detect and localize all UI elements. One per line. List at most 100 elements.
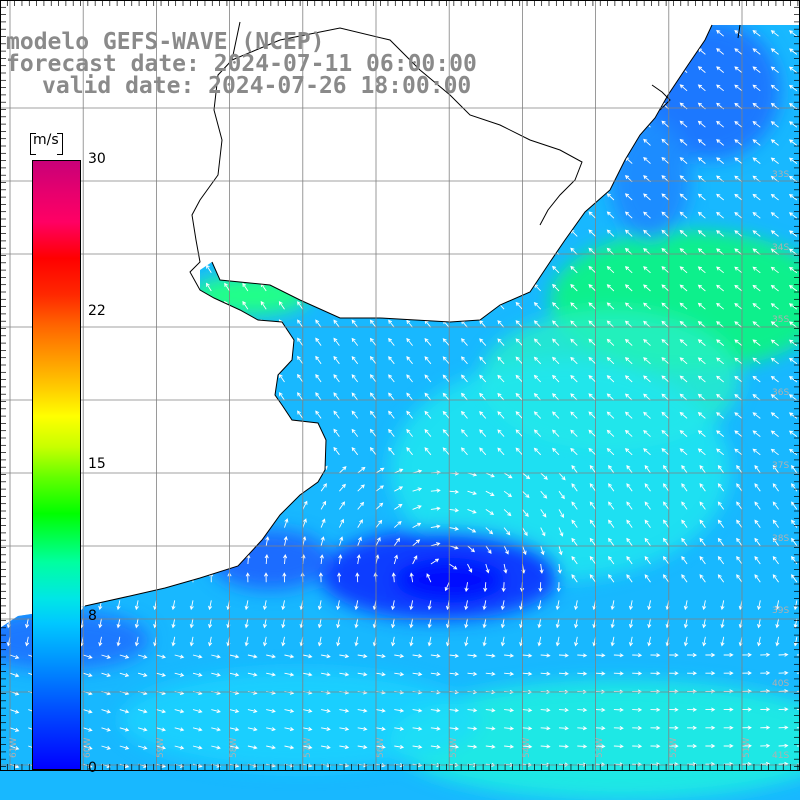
wind-arrow bbox=[333, 301, 340, 310]
wind-arrow bbox=[115, 154, 121, 164]
wind-arrow bbox=[278, 246, 285, 255]
wind-arrow bbox=[752, 48, 761, 55]
longitude-labels: 61W 60W 59W 58W 57W 56W 55W 54W 53W 52W … bbox=[9, 738, 752, 758]
wind-arrow bbox=[357, 654, 368, 659]
wind-arrow bbox=[588, 393, 596, 401]
wind-arrow bbox=[406, 374, 413, 383]
wind-arrow bbox=[775, 618, 780, 629]
wind-arrow bbox=[515, 138, 523, 146]
wind-arrow bbox=[697, 430, 706, 437]
wind-arrow bbox=[278, 301, 285, 310]
wind-arrow bbox=[247, 482, 253, 492]
wind-arrow bbox=[278, 210, 285, 219]
wind-arrow bbox=[116, 10, 120, 18]
wind-arrow bbox=[242, 446, 249, 456]
wind-arrow bbox=[522, 527, 528, 537]
wind-arrow bbox=[788, 84, 798, 92]
wind-arrow bbox=[78, 136, 84, 146]
wind-arrow bbox=[206, 209, 212, 219]
wind-arrow bbox=[661, 320, 670, 328]
wind-arrow bbox=[333, 446, 340, 456]
wind-arrow bbox=[752, 412, 761, 419]
wind-arrow bbox=[260, 391, 267, 401]
wind-arrow bbox=[533, 192, 542, 201]
wind-arrow bbox=[187, 373, 194, 383]
wind-arrow bbox=[588, 320, 596, 328]
wind-arrow bbox=[187, 446, 194, 456]
wind-arrow bbox=[624, 84, 633, 92]
wind-arrow bbox=[479, 429, 487, 437]
wind-arrow bbox=[661, 266, 670, 274]
wind-arrow bbox=[266, 654, 276, 659]
wind-arrow bbox=[137, 517, 142, 528]
wind-arrow bbox=[650, 725, 661, 730]
wind-arrow bbox=[467, 653, 478, 658]
wind-arrow bbox=[540, 545, 545, 556]
wind-arrow bbox=[570, 447, 578, 456]
wind-arrow bbox=[278, 337, 285, 346]
wind-arrow bbox=[697, 29, 706, 37]
wind-arrow bbox=[485, 708, 496, 713]
lat-label: 37S bbox=[772, 461, 789, 471]
wind-arrow bbox=[224, 319, 230, 328]
wind-arrow bbox=[796, 725, 800, 730]
wind-arrow bbox=[552, 229, 560, 237]
wind-arrow bbox=[297, 155, 304, 164]
wind-arrow bbox=[8, 517, 13, 528]
wind-arrow bbox=[444, 582, 450, 592]
wind-arrow bbox=[788, 139, 798, 146]
wind-arrow bbox=[171, 600, 176, 611]
wind-arrow bbox=[424, 246, 432, 255]
wind-arrow bbox=[736, 519, 743, 528]
wind-arrow bbox=[479, 28, 487, 37]
wind-arrow bbox=[679, 138, 688, 146]
wind-arrow bbox=[716, 412, 724, 419]
wind-arrow bbox=[266, 745, 276, 750]
wind-arrow bbox=[571, 464, 578, 474]
wind-arrow bbox=[424, 410, 432, 419]
wind-arrow bbox=[662, 574, 670, 583]
wind-arrow bbox=[770, 284, 779, 292]
wind-arrow bbox=[503, 563, 508, 574]
wind-arrow bbox=[796, 670, 800, 675]
wind-arrow bbox=[515, 320, 523, 328]
wind-arrow bbox=[315, 446, 322, 456]
wind-arrow bbox=[735, 12, 742, 18]
wind-arrow bbox=[788, 230, 798, 237]
wind-arrow bbox=[297, 228, 304, 237]
wind-arrow bbox=[679, 211, 688, 219]
wind-arrow bbox=[697, 357, 706, 365]
wind-arrow bbox=[229, 499, 234, 510]
wind-arrow bbox=[409, 618, 414, 629]
wind-arrow bbox=[497, 192, 505, 201]
wind-arrow bbox=[173, 517, 178, 528]
wind-arrow bbox=[394, 672, 405, 677]
wind-arrow bbox=[791, 537, 798, 547]
wind-arrow bbox=[5, 136, 11, 146]
wind-arrow bbox=[369, 283, 377, 292]
wind-arrow bbox=[260, 428, 267, 437]
wind-arrow bbox=[98, 636, 103, 647]
wind-arrow bbox=[467, 490, 477, 496]
wind-arrow bbox=[644, 464, 651, 474]
wind-arrow bbox=[757, 618, 762, 629]
wind-arrow bbox=[626, 574, 633, 583]
wind-arrow bbox=[679, 29, 688, 37]
wind-arrow bbox=[760, 725, 771, 730]
wind-arrow bbox=[242, 300, 249, 310]
wind-arrow bbox=[430, 542, 441, 547]
wind-arrow bbox=[96, 282, 102, 292]
wind-arrow bbox=[613, 653, 624, 658]
wind-arrow bbox=[211, 745, 221, 750]
wind-arrow bbox=[409, 636, 414, 647]
wind-arrow bbox=[244, 600, 249, 611]
wind-arrow bbox=[643, 229, 651, 237]
wind-arrow bbox=[752, 448, 761, 456]
wind-arrow bbox=[351, 301, 359, 310]
wind-arrow bbox=[606, 47, 615, 55]
wind-arrow bbox=[211, 709, 221, 714]
wind-arrow bbox=[460, 374, 468, 383]
wind-arrow bbox=[503, 472, 513, 479]
wind-arrow bbox=[278, 446, 285, 456]
